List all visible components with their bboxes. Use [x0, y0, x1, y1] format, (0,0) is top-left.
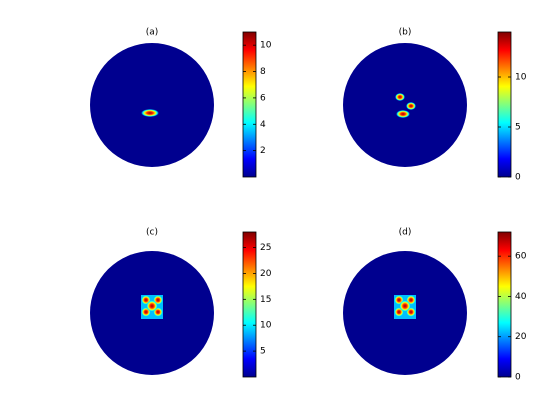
domain-disk [343, 43, 467, 167]
colorbar-tick-label: 6 [260, 93, 266, 103]
colorbar-tick-label: 60 [515, 252, 527, 262]
colorbar [497, 231, 512, 378]
panel-title: (b) [399, 28, 412, 38]
blob [395, 93, 405, 101]
blob [406, 102, 416, 110]
colorbar-tick-label: 25 [260, 243, 271, 253]
blob [146, 300, 158, 312]
panel-title: (a) [146, 28, 159, 38]
blob [141, 109, 159, 117]
blob [396, 110, 410, 118]
colorbar-tick-label: 10 [260, 321, 272, 331]
colorbar-tick-label: 0 [515, 173, 521, 183]
colorbar-tick-label: 20 [515, 332, 527, 342]
colorbar [242, 31, 257, 178]
colorbar-tick-label: 8 [260, 67, 266, 77]
panel-title: (d) [399, 228, 412, 238]
colorbar-tick-label: 5 [515, 123, 521, 133]
colorbar-tick-label: 0 [515, 373, 521, 383]
colorbar-tick-label: 5 [260, 347, 266, 357]
panel-title: (c) [146, 228, 158, 238]
colorbar-tick-label: 2 [260, 146, 266, 156]
colorbar-tick-label: 15 [260, 295, 271, 305]
blob [399, 300, 411, 312]
domain-disk [90, 43, 214, 167]
colorbar-tick-label: 4 [260, 120, 266, 130]
colorbar-tick-label: 10 [515, 73, 527, 83]
colorbar [242, 231, 257, 378]
colorbar-tick-label: 10 [260, 41, 272, 51]
colorbar-tick-label: 20 [260, 269, 272, 279]
colorbar-tick-label: 40 [515, 292, 527, 302]
colorbar [497, 31, 512, 178]
